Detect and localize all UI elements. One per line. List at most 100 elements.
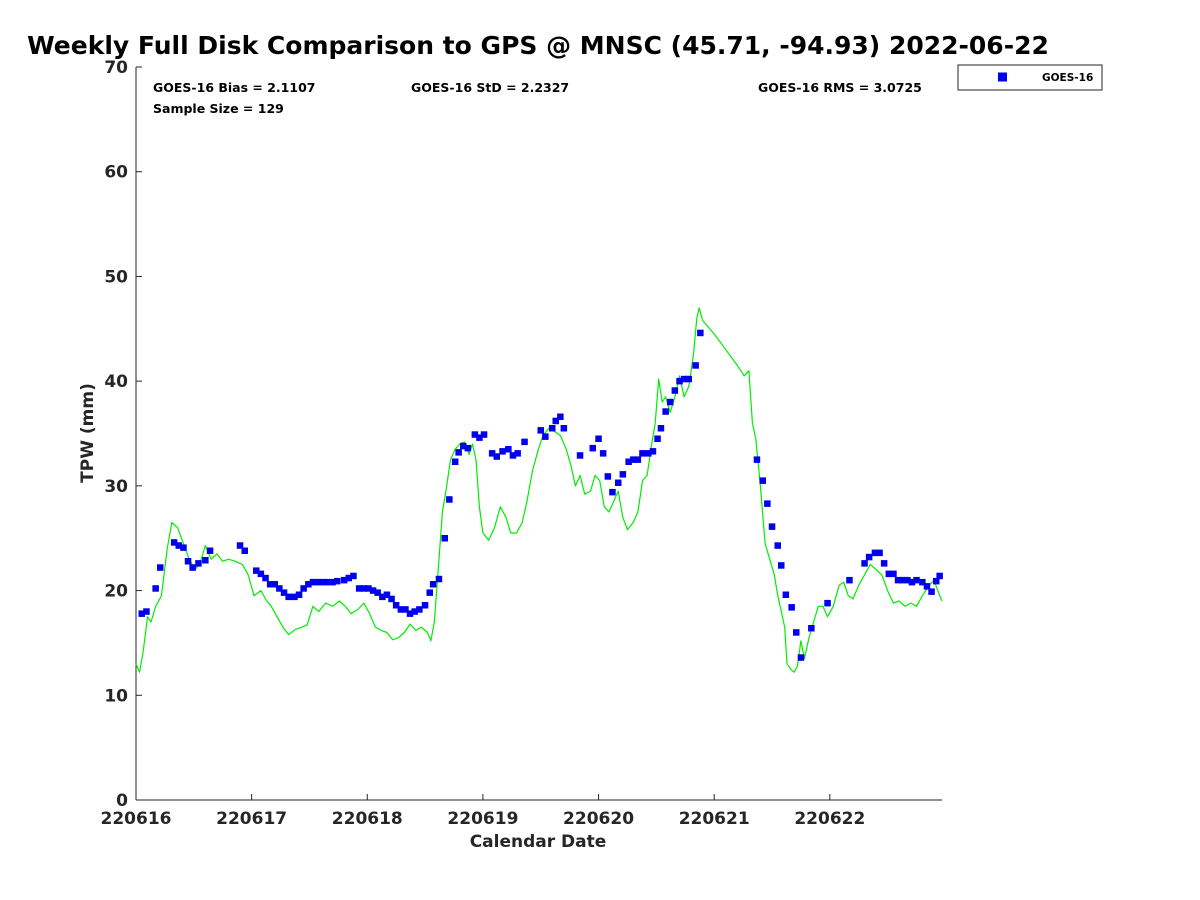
goes16-point-116 bbox=[880, 560, 888, 567]
goes16-point-86 bbox=[639, 450, 646, 457]
goes16-point-82 bbox=[619, 471, 627, 478]
goes16-point-98 bbox=[697, 329, 704, 337]
goes16-point-33 bbox=[345, 574, 352, 582]
y-gridlines: 0 10 20 30 40 50 60 70 bbox=[104, 58, 142, 811]
legend: GOES-16 bbox=[957, 64, 1103, 91]
goes16-point-97 bbox=[692, 362, 699, 369]
goes16-point-107 bbox=[793, 629, 800, 636]
goes16-point-100 bbox=[759, 477, 766, 484]
goes16-point-51 bbox=[429, 581, 437, 588]
goes16-point-28 bbox=[318, 578, 326, 586]
x-tick-label-220620: 220620 bbox=[563, 809, 634, 829]
goes16-point-106 bbox=[788, 604, 795, 611]
goes16-point-11 bbox=[206, 547, 214, 554]
goes16-point-110 bbox=[824, 599, 831, 607]
y-tick-label-10: 10 bbox=[104, 686, 128, 706]
goes16-point-35 bbox=[355, 585, 363, 592]
goes16-point-44 bbox=[397, 606, 405, 613]
goes16-point-27 bbox=[314, 578, 321, 586]
goes16-point-75 bbox=[576, 452, 584, 459]
goes16-point-78 bbox=[599, 450, 607, 457]
goes16-point-63 bbox=[493, 453, 500, 460]
x-tick-label-220619: 220619 bbox=[447, 809, 518, 829]
goes16-point-88 bbox=[649, 448, 657, 455]
stat-bias: GOES-16 Bias = 2.1107 bbox=[153, 80, 315, 95]
goes16-point-1 bbox=[143, 608, 150, 615]
goes16-point-89 bbox=[654, 435, 661, 442]
stat-std: GOES-16 StD = 2.2327 bbox=[411, 80, 569, 95]
goes16-point-72 bbox=[552, 417, 559, 425]
goes16-point-87 bbox=[645, 450, 652, 457]
goes16-point-119 bbox=[894, 576, 902, 584]
goes16-point-54 bbox=[446, 496, 453, 503]
goes16-point-91 bbox=[662, 408, 669, 415]
goes16-point-36 bbox=[360, 585, 368, 592]
goes16-point-7 bbox=[184, 558, 192, 565]
goes16-point-112 bbox=[861, 560, 868, 567]
goes16-point-70 bbox=[542, 433, 549, 440]
goes16-point-101 bbox=[764, 500, 771, 507]
goes16-point-68 bbox=[521, 438, 528, 446]
goes16-point-21 bbox=[285, 593, 292, 601]
legend-marker-goes16 bbox=[998, 72, 1007, 82]
goes16-point-93 bbox=[671, 387, 679, 394]
goes16-point-30 bbox=[329, 578, 336, 586]
goes16-point-18 bbox=[271, 581, 278, 588]
goes16-point-3 bbox=[157, 564, 164, 571]
goes16-point-123 bbox=[913, 576, 920, 584]
goes16-point-66 bbox=[509, 452, 517, 459]
legend-box bbox=[957, 64, 1103, 91]
goes16-point-42 bbox=[388, 595, 395, 603]
goes16-point-104 bbox=[778, 562, 785, 569]
goes16-point-92 bbox=[667, 398, 674, 406]
goes16-point-125 bbox=[923, 583, 931, 590]
x-tick-label-220618: 220618 bbox=[332, 809, 403, 829]
goes16-point-43 bbox=[392, 602, 400, 609]
chart-title: Weekly Full Disk Comparison to GPS @ MNS… bbox=[27, 31, 1049, 60]
goes16-point-69 bbox=[537, 427, 544, 434]
goes16-point-80 bbox=[609, 488, 616, 496]
goes16-point-53 bbox=[441, 535, 448, 542]
goes16-point-10 bbox=[202, 557, 209, 564]
stat-sample-size: Sample Size = 129 bbox=[153, 101, 284, 116]
goes16-point-76 bbox=[589, 444, 596, 452]
goes16-point-48 bbox=[416, 606, 423, 613]
goes16-point-85 bbox=[634, 456, 642, 463]
goes16-point-41 bbox=[383, 591, 391, 598]
goes16-point-19 bbox=[276, 585, 283, 592]
goes16-point-95 bbox=[680, 375, 688, 383]
x-tick-label-220621: 220621 bbox=[679, 809, 750, 829]
goes16-point-73 bbox=[557, 413, 564, 420]
goes16-point-59 bbox=[471, 431, 479, 438]
goes16-point-39 bbox=[374, 589, 381, 596]
goes16-point-113 bbox=[865, 553, 873, 561]
goes16-point-60 bbox=[476, 434, 483, 441]
goes16-point-127 bbox=[933, 577, 940, 585]
goes16-point-114 bbox=[871, 549, 879, 557]
x-axis-label: Calendar Date bbox=[470, 832, 607, 852]
goes16-point-96 bbox=[685, 375, 692, 383]
goes16-point-46 bbox=[406, 610, 414, 617]
x-tick-label-220617: 220617 bbox=[216, 809, 287, 829]
goes16-point-20 bbox=[280, 589, 288, 596]
goes-series bbox=[138, 329, 943, 661]
goes16-point-31 bbox=[334, 577, 341, 585]
goes16-point-111 bbox=[846, 576, 853, 584]
goes16-point-32 bbox=[340, 576, 348, 584]
goes16-point-94 bbox=[676, 377, 683, 385]
goes16-point-71 bbox=[549, 425, 556, 432]
x-tick-label-220616: 220616 bbox=[101, 809, 172, 829]
goes16-point-102 bbox=[768, 523, 776, 530]
goes16-point-29 bbox=[323, 578, 331, 586]
goes16-point-124 bbox=[919, 578, 926, 586]
goes16-point-64 bbox=[499, 448, 506, 455]
goes16-point-120 bbox=[899, 576, 906, 584]
goes16-point-6 bbox=[180, 544, 187, 551]
goes16-point-84 bbox=[630, 456, 637, 463]
goes16-point-25 bbox=[305, 581, 312, 588]
goes16-point-109 bbox=[808, 625, 815, 632]
goes16-point-56 bbox=[455, 449, 462, 456]
goes16-point-45 bbox=[402, 606, 409, 613]
goes16-point-24 bbox=[300, 585, 307, 592]
